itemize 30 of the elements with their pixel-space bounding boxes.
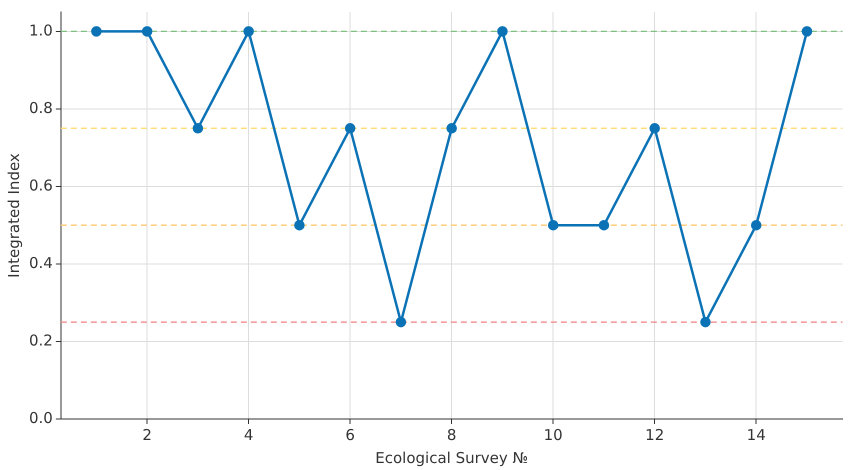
y-tick-label: 0.6 xyxy=(28,176,53,194)
y-tick-label: 0.4 xyxy=(28,254,53,272)
y-tick-label: 0.8 xyxy=(28,98,53,117)
point xyxy=(192,123,204,134)
point xyxy=(243,26,254,37)
y-tick-label: 1.0 xyxy=(28,21,53,40)
x-axis-title: Ecological Survey № xyxy=(375,448,528,467)
x-tick-label: 6 xyxy=(345,426,355,444)
point xyxy=(446,123,457,134)
y-axis-title: Integrated Index xyxy=(4,153,23,278)
point xyxy=(548,220,558,230)
y-tick-label: 0.0 xyxy=(28,408,53,427)
x-tick-label: 8 xyxy=(446,426,456,444)
point xyxy=(142,26,152,37)
point xyxy=(750,220,762,230)
point xyxy=(396,316,406,328)
x-tick-label: 10 xyxy=(544,426,563,444)
point xyxy=(91,26,102,37)
x-tick-label: 2 xyxy=(142,426,152,444)
point xyxy=(497,26,508,37)
point xyxy=(294,220,305,230)
point xyxy=(598,220,610,230)
point xyxy=(344,123,356,134)
x-tick-label: 12 xyxy=(645,426,664,444)
point xyxy=(700,316,711,328)
x-tick-label: 4 xyxy=(244,426,254,444)
point xyxy=(649,123,660,134)
point xyxy=(802,26,812,37)
x-tick-label: 14 xyxy=(746,426,766,444)
y-tick-label: 0.2 xyxy=(28,331,53,350)
